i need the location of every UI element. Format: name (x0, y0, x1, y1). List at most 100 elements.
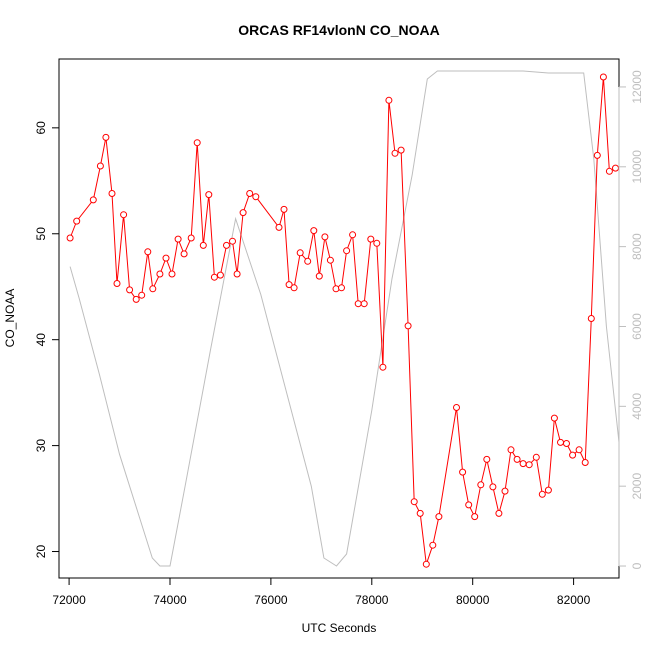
co-point (210, 273, 218, 281)
co-point (96, 162, 104, 170)
x-tick-label: 80000 (456, 593, 490, 607)
x-tick-label: 72000 (52, 593, 86, 607)
co-point (495, 509, 503, 517)
co-point (132, 295, 140, 303)
co-point (290, 284, 298, 292)
axes: 72000 74000 76000 78000 80000 820002030405060… (34, 70, 644, 607)
x-tick-label: 78000 (355, 593, 389, 607)
co-point (66, 234, 74, 242)
co-line (69, 76, 616, 565)
co-point (435, 513, 443, 521)
y2-tick-label: 2000 (630, 473, 644, 500)
co-point (581, 459, 589, 466)
y-tick-label: 60 (34, 121, 48, 135)
co-point (174, 235, 182, 243)
co-point (321, 233, 329, 241)
co-point (343, 247, 351, 255)
co-point (513, 455, 521, 463)
co-point (471, 513, 479, 521)
co-point (404, 322, 412, 330)
co-point (108, 190, 116, 197)
co-point (550, 414, 558, 422)
co-point (501, 487, 509, 495)
co-point (162, 254, 170, 262)
co-point (168, 270, 176, 278)
co-point (416, 509, 424, 517)
co-point (332, 285, 340, 293)
y2-tick-label: 8000 (630, 233, 644, 260)
co-point (385, 96, 393, 104)
co-point (120, 211, 128, 219)
co-point (569, 451, 577, 459)
y-tick-label: 40 (34, 333, 48, 347)
co-point (612, 164, 619, 172)
co-point (544, 486, 552, 494)
co-point (246, 190, 254, 197)
y-tick-label: 50 (34, 227, 48, 241)
co-point (187, 234, 195, 242)
co-point (326, 256, 334, 264)
co-point (538, 490, 546, 498)
co-point (525, 461, 533, 469)
co-point (239, 209, 247, 217)
co-point (223, 241, 230, 249)
x-tick-label: 76000 (254, 593, 288, 607)
co-point (216, 271, 224, 279)
co-point (280, 205, 288, 213)
co-point (205, 191, 213, 199)
co-point (367, 235, 375, 243)
co-point (102, 133, 110, 141)
co-point (459, 468, 467, 476)
co-point (229, 237, 236, 245)
co-point (557, 438, 564, 446)
co-point (296, 249, 304, 257)
co-point (483, 455, 491, 463)
y2-tick-label: 10000 (630, 150, 644, 184)
co-point (199, 241, 207, 249)
y2-tick-label: 12000 (630, 70, 644, 104)
co-point (605, 167, 613, 175)
altitude-line (69, 70, 620, 567)
co-point (563, 440, 570, 447)
co-point (252, 193, 260, 201)
co-point (233, 270, 241, 278)
co-point (310, 227, 318, 235)
x-axis-label: UTC Seconds (302, 621, 377, 635)
co-point (379, 363, 387, 371)
altitude-series (69, 70, 620, 567)
co-point (156, 270, 164, 278)
co-point (349, 231, 357, 239)
co-point (73, 217, 81, 225)
co-point (507, 446, 515, 454)
co-point (338, 284, 345, 292)
co-point (138, 291, 146, 299)
co-point (275, 223, 283, 231)
co-point (519, 460, 527, 468)
y2-tick-label: 4000 (630, 393, 644, 420)
y-axis-label: CO_NOAA (3, 289, 17, 348)
co-point (575, 446, 583, 454)
co-point (360, 300, 368, 308)
co-series (66, 73, 619, 568)
x-tick-label: 74000 (153, 593, 187, 607)
co-point (397, 146, 405, 154)
co-point (89, 196, 97, 204)
y2-tick-label: 6000 (630, 313, 644, 340)
y-tick-label: 30 (34, 439, 48, 453)
x-tick-label: 82000 (557, 593, 591, 607)
co-point (354, 300, 362, 308)
co-point (149, 285, 157, 293)
co-point (489, 483, 497, 491)
co-point (422, 560, 430, 568)
co-point (113, 280, 121, 287)
co-point (373, 239, 381, 247)
co-point (532, 453, 540, 461)
co-point (315, 272, 323, 280)
co-point (126, 286, 134, 294)
co-point (453, 404, 460, 411)
co-point (285, 281, 293, 289)
co-point (410, 498, 418, 506)
co-point (304, 257, 312, 265)
chart-title: ORCAS RF14vlonN CO_NOAA (238, 22, 439, 38)
co-point (180, 250, 188, 258)
